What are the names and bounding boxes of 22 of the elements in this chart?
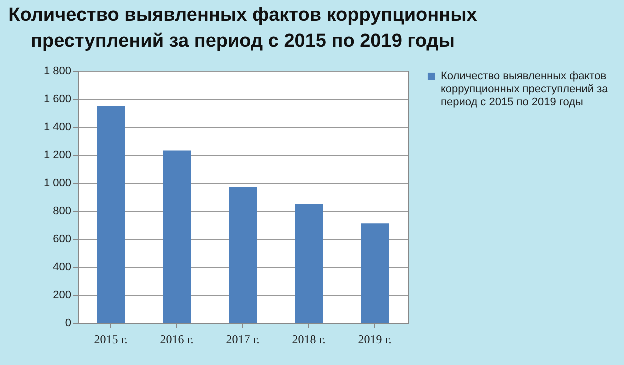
y-tick-label: 400	[53, 262, 72, 274]
y-tick-label: 1 600	[44, 94, 72, 106]
x-tick-label: 2015 г.	[94, 332, 128, 346]
chart-title: Количество выявленных фактов коррупционных преступлений за период с 2015 по 2019 годы	[8, 5, 478, 52]
y-tick-label: 0	[65, 318, 72, 330]
y-tick-label: 1 200	[44, 150, 72, 162]
y-tick-label: 1 800	[44, 66, 72, 78]
x-tick-label: 2017 г.	[226, 332, 260, 346]
x-tick-label: 2018 г.	[292, 332, 326, 346]
x-tick-label: 2016 г.	[160, 332, 194, 346]
bar	[97, 106, 125, 323]
y-tick-label: 600	[53, 234, 72, 246]
bar	[229, 187, 257, 323]
bar	[361, 224, 389, 323]
bar	[163, 150, 191, 323]
legend-label: Количество выявленных фактов коррупционных преступлений за период с 2015 по 2019 годы	[441, 70, 610, 108]
bar	[295, 204, 323, 323]
y-tick-label: 1 000	[44, 178, 72, 190]
y-tick-label: 200	[53, 290, 72, 302]
x-tick-label: 2019 г.	[358, 332, 392, 346]
y-tick-label: 1 400	[44, 122, 72, 134]
y-tick-label: 800	[53, 206, 72, 218]
